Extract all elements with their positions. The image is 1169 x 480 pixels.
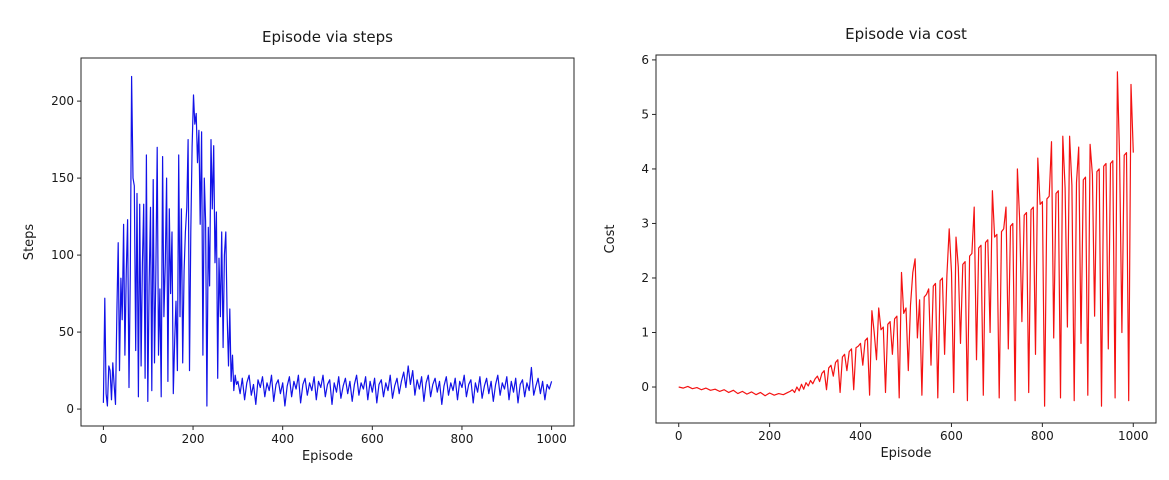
x-tick-label: 0 [675, 429, 683, 443]
x-tick-label: 400 [849, 429, 872, 443]
y-tick-label: 0 [66, 402, 74, 416]
cost-line [678, 71, 1134, 407]
x-tick-label: 400 [271, 432, 294, 446]
y-tick-label: 2 [641, 271, 649, 285]
steps-xaxis-label: Episode [301, 449, 354, 464]
cost-chart-title: Episode via cost [845, 25, 967, 43]
axes-frame [655, 54, 1157, 424]
x-tick-label: 800 [451, 432, 474, 446]
cost-yaxis-label: Cost [603, 224, 618, 254]
x-tick-label: 1000 [1118, 429, 1149, 443]
steps-chart-title: Episode via steps [262, 28, 393, 46]
steps-line [102, 75, 553, 407]
x-tick-label: 600 [361, 432, 384, 446]
y-tick-label: 200 [51, 94, 74, 108]
y-tick-label: 4 [641, 162, 649, 176]
x-tick-label: 200 [758, 429, 781, 443]
y-tick-label: 5 [641, 107, 649, 121]
x-tick-label: 200 [182, 432, 205, 446]
y-tick-label: 150 [51, 171, 74, 185]
x-tick-label: 0 [100, 432, 108, 446]
x-tick-label: 800 [1031, 429, 1054, 443]
x-tick-label: 600 [940, 429, 963, 443]
x-tick-label: 1000 [536, 432, 567, 446]
steps-yaxis-label: Steps [22, 223, 37, 261]
y-tick-label: 1 [641, 325, 649, 339]
y-tick-label: 100 [51, 248, 74, 262]
y-tick-label: 6 [641, 53, 649, 67]
y-tick-label: 50 [59, 325, 74, 339]
cost-xaxis-label: Episode [880, 446, 932, 461]
axes-frame [80, 57, 575, 427]
y-tick-label: 3 [641, 216, 649, 230]
y-tick-label: 0 [641, 380, 649, 394]
